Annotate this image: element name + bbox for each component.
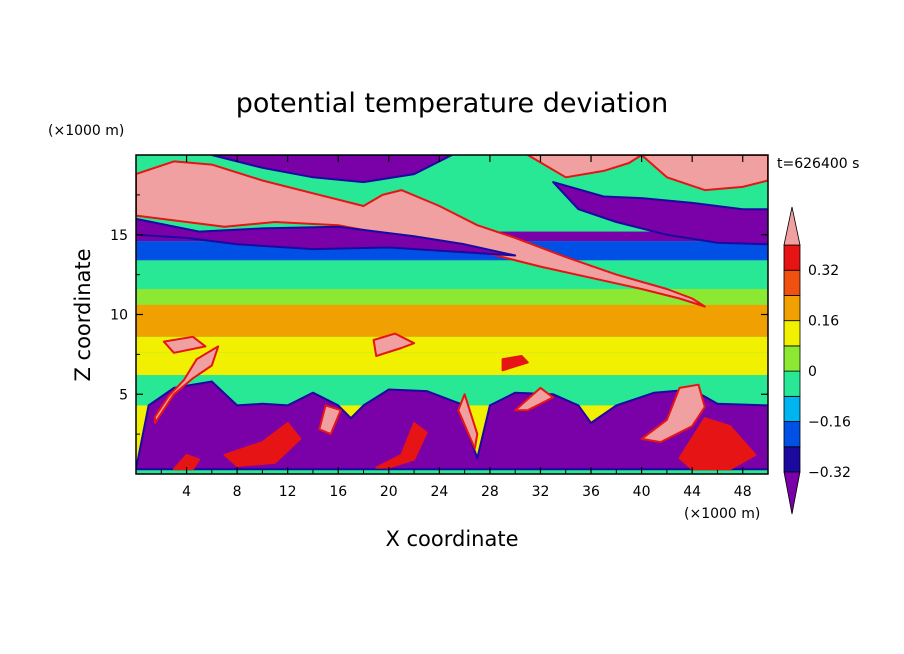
y-axis-ticks: 5 10 15 [110, 194, 768, 435]
x-tick-label: 16 [329, 484, 347, 500]
x-tick-label: 24 [430, 484, 448, 500]
field-band [136, 304, 768, 337]
colorbar-box [783, 446, 801, 473]
field-region [526, 155, 643, 179]
colorbar-box [783, 269, 801, 296]
colorbar-box [783, 421, 801, 448]
field-regions [136, 155, 768, 471]
y-tick-label: 15 [110, 228, 128, 244]
colorbar-lower-arrow [783, 471, 801, 515]
colorbar-label: 0.32 [808, 263, 839, 279]
colorbar-box [783, 395, 801, 422]
x-tick-label: 12 [279, 484, 297, 500]
x-axis-ticks: 4 8 12 16 20 24 28 32 36 40 44 48 [160, 155, 752, 500]
x-tick-label: 4 [182, 484, 191, 500]
x-tick-label: 48 [734, 484, 752, 500]
colorbar-upper-arrow [783, 206, 801, 246]
x-axis-label: X coordinate [385, 527, 518, 551]
colorbar-box [783, 345, 801, 372]
field-region [640, 383, 706, 444]
colorbar-label: 0 [808, 364, 817, 380]
x-tick-label: 44 [683, 484, 701, 500]
x-tick-label: 40 [633, 484, 651, 500]
x-tick-label: 28 [481, 484, 499, 500]
x-tick-label: 8 [233, 484, 242, 500]
field-band [136, 336, 768, 353]
y-unit-label: (×1000 m) [48, 123, 124, 139]
field-region [501, 355, 529, 372]
x-tick-label: 36 [582, 484, 600, 500]
x-tick-label: 32 [532, 484, 550, 500]
y-tick-label: 10 [110, 308, 128, 324]
field-region [457, 393, 479, 450]
y-tick-label: 5 [119, 387, 128, 403]
field-region [640, 155, 768, 192]
colorbar: 0.32 0.16 0 −0.16 −0.32 [783, 206, 851, 515]
field-band [136, 352, 768, 376]
colorbar-label: −0.16 [808, 415, 851, 431]
field-region [223, 422, 302, 467]
field-region [136, 217, 517, 257]
field-region [210, 155, 453, 184]
field-region [154, 345, 220, 424]
field-region [372, 332, 416, 357]
field-region [318, 404, 342, 436]
field-region [136, 160, 706, 308]
colorbar-box [783, 320, 801, 347]
x-tick-label: 20 [380, 484, 398, 500]
field-band [136, 260, 768, 289]
y-axis-label: Z coordinate [71, 248, 95, 381]
time-label: t=626400 s [777, 156, 859, 172]
field-region [552, 181, 768, 246]
field-region [162, 335, 207, 354]
colorbar-label: −0.32 [808, 465, 851, 481]
chart-title: potential temperature deviation [236, 88, 668, 119]
colorbar-box [783, 295, 801, 322]
colorbar-label: 0.16 [808, 314, 839, 330]
plot-area [135, 154, 769, 475]
field-region [514, 386, 555, 412]
colorbar-box [783, 244, 801, 271]
colorbar-box [783, 370, 801, 397]
x-unit-label: (×1000 m) [684, 506, 760, 522]
